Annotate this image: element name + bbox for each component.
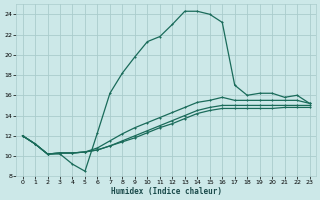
X-axis label: Humidex (Indice chaleur): Humidex (Indice chaleur) — [111, 187, 221, 196]
